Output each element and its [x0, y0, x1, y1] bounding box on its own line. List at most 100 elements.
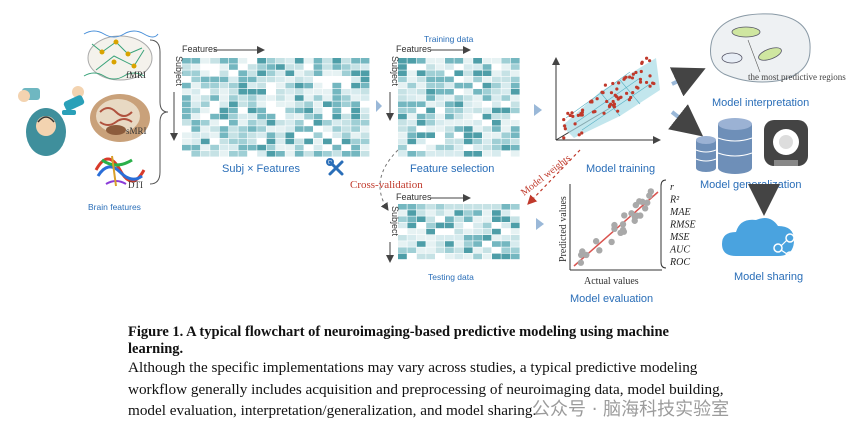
testing-data-matrix	[398, 204, 520, 260]
training-point	[576, 113, 580, 117]
evaluation-point	[592, 238, 600, 245]
training-point	[563, 127, 567, 131]
cross-validation-label: Cross-validation	[350, 179, 423, 191]
training-point	[570, 111, 574, 115]
subject-axis-label-test: Subject	[390, 206, 400, 237]
features-axis-label-train: Features	[396, 44, 432, 54]
database-icon-large	[717, 118, 753, 174]
dti-label: DTI	[128, 180, 143, 190]
metric-item: r	[670, 182, 674, 193]
training-point	[580, 113, 584, 117]
evaluation-point	[617, 229, 624, 237]
arrow-to-generalization	[668, 104, 704, 137]
training-point	[602, 111, 606, 115]
training-point	[617, 81, 621, 85]
fmri-brain-image	[83, 30, 159, 81]
training-point	[580, 131, 584, 135]
evaluation-point	[621, 212, 628, 219]
training-point	[634, 70, 638, 75]
model-sharing-label: Model sharing	[734, 271, 803, 283]
training-point	[618, 96, 622, 100]
evaluation-point	[644, 199, 651, 206]
evaluation-point	[631, 214, 639, 221]
training-point	[648, 84, 652, 88]
mri-scanner-icon	[764, 120, 808, 166]
smri-label: sMRI	[126, 126, 147, 136]
evaluation-point	[637, 212, 644, 219]
predicted-values-label: Predicted values	[558, 196, 569, 262]
arrow-to-model-evaluation	[536, 218, 544, 230]
metrics-bracket	[660, 179, 667, 269]
figure-caption-body: Although the specific implementations ma…	[128, 359, 724, 419]
brain-features-brace	[149, 39, 169, 185]
subject-axis-label-train: Subject	[390, 56, 400, 87]
model-evaluation-label: Model evaluation	[570, 293, 653, 305]
model-training-label: Model training	[586, 163, 655, 175]
dti-brain-image	[92, 150, 148, 190]
subj-features-label: Subj × Features	[222, 163, 300, 175]
training-point	[628, 75, 632, 79]
training-point	[631, 72, 635, 76]
metric-item: MSE	[669, 232, 689, 243]
training-point	[644, 80, 649, 85]
evaluation-point	[577, 251, 585, 259]
model-weights-label: Model weights	[519, 153, 573, 199]
training-point	[631, 90, 635, 95]
training-point	[645, 56, 649, 60]
evaluation-point	[596, 247, 603, 254]
evaluation-point	[608, 238, 615, 246]
cloud-sharing-icon	[722, 218, 795, 261]
training-point	[611, 81, 615, 86]
smri-brain-image	[90, 94, 150, 142]
training-point	[652, 81, 656, 86]
watermark: 公众号 · 脑海科技实验室	[532, 399, 730, 420]
training-point	[640, 60, 644, 64]
training-point	[563, 124, 567, 128]
database-icon-small	[695, 136, 717, 172]
arrow-to-interpretation	[669, 67, 706, 97]
evaluation-point	[619, 221, 627, 228]
training-point	[634, 85, 639, 89]
arrow-to-training	[376, 100, 382, 112]
training-point	[624, 75, 628, 79]
evaluation-point	[647, 188, 655, 195]
training-point	[630, 76, 635, 80]
training-point	[616, 109, 620, 113]
metric-item: R²	[669, 195, 680, 206]
infant-icon	[18, 88, 66, 156]
training-point	[625, 91, 629, 95]
training-point	[615, 87, 619, 91]
arrow-to-model-training	[534, 104, 542, 116]
training-point	[648, 59, 652, 63]
features-axis-label-test: Features	[396, 192, 432, 202]
training-point	[571, 114, 575, 119]
metric-item: AUC	[669, 245, 690, 256]
figure-caption-title: Figure 1. A typical flowchart of neuroim…	[128, 324, 669, 357]
subj-features-matrix	[182, 58, 370, 157]
model-weights-arrow	[527, 149, 581, 205]
training-point	[562, 117, 566, 122]
actual-values-label: Actual values	[584, 276, 639, 287]
training-point	[648, 74, 652, 78]
training-point	[590, 99, 594, 103]
training-point	[566, 111, 570, 115]
feature-selection-label: Feature selection	[410, 163, 494, 175]
training-point	[629, 95, 633, 100]
training-point	[639, 69, 643, 74]
training-data-label: Training data	[424, 34, 474, 44]
training-point	[577, 133, 581, 137]
training-point	[622, 77, 626, 81]
features-axis-label-main: Features	[182, 44, 218, 54]
flowchart-diagram: fMRI sMRI DTI Brain features Features Su…	[18, 13, 846, 305]
training-point	[568, 113, 572, 118]
training-point	[601, 91, 605, 95]
cross-validation-arrow	[379, 149, 399, 211]
training-point	[611, 103, 615, 107]
subject-axis-label-main: Subject	[174, 56, 184, 87]
brain-features-label: Brain features	[88, 202, 141, 212]
model-training-plot	[552, 56, 661, 144]
evaluation-point	[583, 251, 590, 259]
training-point	[607, 104, 612, 108]
training-point	[595, 97, 599, 101]
